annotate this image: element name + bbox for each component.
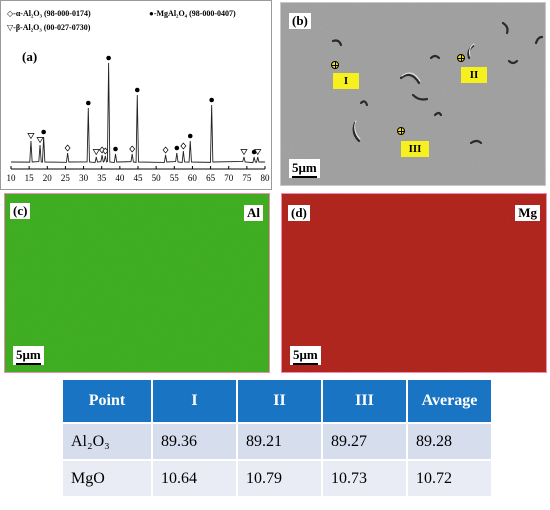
x-tick-label: 30 xyxy=(79,173,89,183)
peak-marker-alpha xyxy=(64,144,71,152)
composition-table: Point I II III Average Al₂O₃ 89.36 89.21… xyxy=(63,380,493,496)
peak-marker-alpha xyxy=(102,147,109,155)
x-tick-label: 60 xyxy=(188,173,198,183)
peak-marker-beta xyxy=(27,133,35,140)
cell-value: 10.72 xyxy=(407,459,493,496)
al-map-panel: (c) Al 5μm xyxy=(4,193,270,373)
peak-marker-spinel xyxy=(41,129,46,135)
al-element-map xyxy=(5,194,269,372)
x-tick-label: 55 xyxy=(170,173,180,183)
x-tick-label: 25 xyxy=(61,173,71,183)
scale-bar-b: 5μm xyxy=(289,159,320,178)
x-tick-label: 65 xyxy=(206,173,216,183)
point-marker-ii xyxy=(457,54,465,62)
peak-marker-spinel xyxy=(85,100,91,106)
peak-marker-spinel xyxy=(187,133,193,139)
header-average: Average xyxy=(407,380,493,423)
cell-value: 10.79 xyxy=(237,459,323,496)
row-label-al2o3: Al₂O₃ xyxy=(63,422,153,460)
peak-marker-alpha xyxy=(180,142,187,150)
cell-value: 89.36 xyxy=(152,422,238,460)
scale-bar-d: 5μm xyxy=(290,346,321,365)
peak-marker-alpha xyxy=(162,146,169,154)
panel-tag-d: (d) xyxy=(288,205,310,221)
peak-marker-beta xyxy=(92,149,100,156)
panel-tag-c: (c) xyxy=(10,203,31,219)
cell-value: 89.21 xyxy=(237,422,323,460)
table-row: MgO 10.64 10.79 10.73 10.72 xyxy=(63,459,493,496)
x-tick-label: 75 xyxy=(242,173,252,183)
scale-bar-label: 5μm xyxy=(292,160,317,175)
sem-image-panel: (b) I II III 5μm xyxy=(280,2,546,186)
header-point: Point xyxy=(63,380,153,423)
sem-image xyxy=(281,3,545,185)
panel-tag-a: (a) xyxy=(22,49,38,64)
peak-marker-spinel xyxy=(134,87,140,93)
x-tick-label: 35 xyxy=(97,173,107,183)
x-tick-label: 15 xyxy=(25,173,35,183)
header-i: I xyxy=(152,380,238,423)
legend-alpha-alumina: ◇-α-Al₂O₃ (98-000-0174) xyxy=(7,9,91,18)
x-tick-label: 45 xyxy=(134,173,144,183)
x-tick-label: 20 xyxy=(43,173,53,183)
cell-value: 10.64 xyxy=(152,459,238,496)
legend-spinel: ●-MgAl₂O₄ (98-000-0407) xyxy=(149,9,236,18)
mg-map-panel: (d) Mg 5μm xyxy=(281,193,547,373)
table-header-row: Point I II III Average xyxy=(63,380,493,423)
cell-value: 89.28 xyxy=(407,422,493,460)
table-row: Al₂O₃ 89.36 89.21 89.27 89.28 xyxy=(63,422,493,460)
scale-bar-label: 5μm xyxy=(16,347,41,362)
x-tick-label: 40 xyxy=(115,173,125,183)
peak-marker-spinel xyxy=(113,146,118,152)
point-label-iii: III xyxy=(401,141,429,157)
scale-bar-label: 5μm xyxy=(293,347,318,362)
peak-marker-spinel xyxy=(174,145,180,151)
xrd-pattern-line xyxy=(10,62,265,164)
peak-marker-spinel xyxy=(106,55,111,61)
header-iii: III xyxy=(322,380,408,423)
x-tick-label: 50 xyxy=(152,173,162,183)
mg-element-map xyxy=(282,194,546,372)
peak-marker-beta xyxy=(36,137,44,144)
point-marker-i xyxy=(331,61,339,69)
element-label-mg: Mg xyxy=(515,205,540,221)
xrd-chart: 10 15 20 25 30 35 40 45 50 55 60 65 70 75 80 xyxy=(7,55,271,183)
point-label-i: I xyxy=(333,73,359,89)
xrd-panel: ◇-α-Al₂O₃ (98-000-0174) ●-MgAl₂O₄ (98-00… xyxy=(0,0,272,190)
point-marker-iii xyxy=(397,127,405,135)
row-label-mgo: MgO xyxy=(63,459,153,496)
header-ii: II xyxy=(237,380,323,423)
peak-marker-spinel xyxy=(209,97,214,103)
peak-marker-beta xyxy=(254,149,262,156)
peak-marker-alpha xyxy=(129,145,136,153)
x-tick-label: 70 xyxy=(224,173,234,183)
panel-tag-b: (b) xyxy=(289,13,311,29)
x-tick-label: 80 xyxy=(261,173,271,183)
legend-beta-alumina: ▽-β-Al₂O₃ (00-027-0730) xyxy=(7,23,91,32)
point-label-ii: II xyxy=(461,67,487,83)
x-tick-label: 10 xyxy=(7,173,17,183)
element-label-al: Al xyxy=(244,205,263,221)
cell-value: 10.73 xyxy=(322,459,408,496)
scale-bar-c: 5μm xyxy=(13,346,44,365)
cell-value: 89.27 xyxy=(322,422,408,460)
peak-marker-beta xyxy=(240,149,248,156)
pore-features xyxy=(331,21,544,145)
